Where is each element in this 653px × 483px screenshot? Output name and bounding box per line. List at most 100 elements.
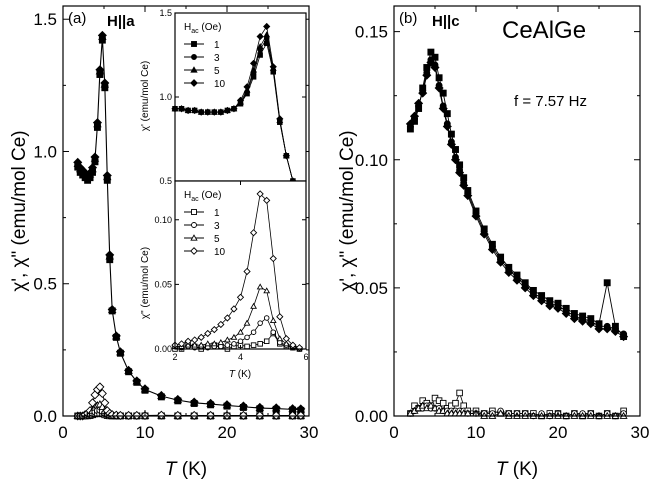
inset-bottom-point-10 bbox=[184, 337, 192, 345]
inset-bottom-point-10 bbox=[204, 329, 212, 338]
panel-b-chi-real-square-point bbox=[452, 146, 459, 153]
panel-a-field-label: H||a bbox=[107, 13, 135, 30]
inset-top-point-10 bbox=[217, 108, 225, 116]
panel-a-chi-real-point bbox=[124, 365, 134, 375]
x-tick-label: 20 bbox=[549, 423, 568, 442]
panel-b-ticks: 0 10 20 30 0.00 0.05 0.10 0.15 bbox=[355, 6, 649, 442]
panel-b-chi-real-diamond-point bbox=[418, 88, 428, 98]
panel-b-chi-real-diamond-point bbox=[409, 111, 420, 121]
inset-bottom-xlabel: T (K) bbox=[229, 369, 251, 380]
panel-a-chi-real-point bbox=[156, 390, 166, 400]
inset-bottom-point-10 bbox=[269, 254, 277, 263]
inset-bottom-point-3 bbox=[231, 341, 237, 347]
inset-bottom-point-10 bbox=[243, 267, 251, 276]
x-tick-label: 6 bbox=[303, 352, 308, 362]
x-tick-label: 0 bbox=[58, 423, 67, 442]
inset-bottom-point-5 bbox=[250, 302, 258, 309]
inset-top-point-5 bbox=[250, 66, 258, 73]
panel-b-chi-real-diamond-point bbox=[450, 155, 461, 165]
legend-label: 5 bbox=[214, 234, 220, 245]
inset-bottom-point-3 bbox=[224, 342, 231, 348]
inset-bottom-point-10 bbox=[236, 293, 245, 301]
inset-top-point-10 bbox=[210, 108, 218, 116]
y-tick-label: 0.00 bbox=[154, 344, 172, 354]
inset-bottom-point-5 bbox=[217, 338, 225, 345]
inset-top-legend-title-sub: ac bbox=[191, 28, 199, 35]
inset-top-ylabel: χ' (emu/mol Ce) bbox=[140, 61, 151, 132]
x-tick-label: 0 bbox=[389, 423, 398, 442]
inset-bottom-point-5 bbox=[243, 319, 251, 326]
x-tick-label: 10 bbox=[136, 423, 155, 442]
panel-b-chi-real-square-point bbox=[427, 48, 435, 56]
panel-a-chi-imag-point bbox=[156, 410, 166, 420]
panel-b-chi-real-square-point bbox=[603, 279, 611, 287]
legend-marker-square bbox=[191, 41, 197, 47]
y-tick-label: 1.5 bbox=[159, 8, 172, 18]
panel-a-xlabel-var: T bbox=[165, 459, 178, 480]
inset-bottom-point-3 bbox=[237, 338, 244, 344]
panel-b-chi-real-square-point bbox=[435, 74, 443, 82]
inset-bottom-point-10 bbox=[223, 314, 232, 322]
panel-a-chi-real-point bbox=[132, 376, 142, 386]
x-tick-label: 20 bbox=[218, 423, 237, 442]
inset-bottom-point-10 bbox=[210, 325, 218, 334]
inset-bottom-point-1 bbox=[257, 341, 263, 347]
y-tick-label: 1.5 bbox=[33, 10, 57, 29]
inset-bottom-point-5 bbox=[223, 336, 231, 343]
y-tick-label: 0.05 bbox=[355, 279, 388, 298]
panel-a-chi-real-point bbox=[105, 250, 115, 260]
panel-a-chi-imag-point bbox=[97, 388, 107, 399]
panel-b-compound: CeAlGe bbox=[502, 17, 586, 44]
y-tick-label: 0.00 bbox=[355, 407, 388, 426]
panel-a-chi-real-point bbox=[107, 304, 117, 315]
x-tick-label: 10 bbox=[467, 423, 486, 442]
y-tick-label: 0.5 bbox=[159, 176, 172, 186]
inset-bottom: 2 4 6 0.00 0.05 0.10 χ" (emu/mol Ce) T (K) Ha… bbox=[140, 180, 309, 380]
y-tick-label: 0.05 bbox=[154, 279, 172, 289]
panel-a-chi-real-point bbox=[140, 384, 150, 394]
inset-top-point-10 bbox=[184, 106, 192, 115]
inset-bottom-ticks: 2 4 6 0.00 0.05 0.10 bbox=[154, 181, 309, 362]
panel-a-chi-real-point bbox=[97, 30, 107, 40]
inset-bottom-xlabel-unit: (K) bbox=[235, 369, 251, 380]
panel-b-chi-real-diamond-point bbox=[487, 244, 497, 254]
inset-top-point-10 bbox=[256, 32, 264, 41]
inset-top-point-10 bbox=[282, 152, 290, 160]
legend-marker-diamond bbox=[190, 247, 198, 255]
panel-b-chi-real-diamond-point bbox=[414, 98, 424, 108]
inset-bottom-point-5 bbox=[197, 341, 205, 348]
panel-b-chi-imag-square-point bbox=[456, 389, 463, 397]
panel-b-chi-imag-square-line bbox=[410, 391, 624, 417]
y-tick-label: 1.0 bbox=[33, 142, 57, 161]
inset-top-point-5 bbox=[256, 43, 264, 50]
panel-b-chi-real-square-point bbox=[443, 110, 451, 118]
inset-bottom-legend-title-sub: ac bbox=[191, 196, 199, 203]
inset-bottom-point-5 bbox=[210, 340, 218, 347]
panel-a-xlabel-unit: (K) bbox=[177, 459, 208, 480]
panel-a-chi-real-point bbox=[95, 65, 105, 75]
inset-top-point-10 bbox=[191, 106, 199, 115]
legend-marker-square bbox=[191, 209, 197, 215]
y-tick-label: 0.10 bbox=[154, 215, 172, 225]
panel-a-chi-real-point bbox=[189, 397, 199, 407]
panel-b-chi-real-diamond-point bbox=[520, 283, 530, 293]
panel-b-frequency: f = 7.57 Hz bbox=[514, 93, 587, 110]
inset-top-point-10 bbox=[249, 59, 258, 68]
y-tick-label: 0.0 bbox=[33, 407, 57, 426]
inset-bottom-legend-title-rest: (Oe) bbox=[199, 190, 222, 201]
legend-label: 1 bbox=[214, 40, 220, 51]
inset-top: 0.5 1.0 1.5 χ' (emu/mol Ce) Hac (Oe) 1 3 5 10 bbox=[140, 8, 307, 186]
inset-bottom-legend-title: Hac (Oe) bbox=[184, 190, 221, 203]
inset-bottom-point-1 bbox=[244, 343, 250, 350]
inset-bottom-ylabel: χ" (emu/mol Ce) bbox=[140, 247, 151, 319]
x-tick-label: 2 bbox=[172, 352, 177, 362]
panel-a-chi-real-point bbox=[115, 347, 125, 357]
legend-marker-triangle bbox=[190, 66, 198, 73]
x-tick-label: 30 bbox=[300, 423, 319, 442]
y-tick-label: 1.0 bbox=[159, 92, 172, 102]
inset-bottom-background bbox=[175, 181, 306, 349]
panel-b-chi-real-diamond-point bbox=[528, 291, 538, 301]
panel-b-chi-real-diamond-point bbox=[430, 62, 440, 73]
inset-bottom-marks bbox=[171, 190, 304, 352]
inset-bottom-point-10 bbox=[263, 196, 271, 205]
